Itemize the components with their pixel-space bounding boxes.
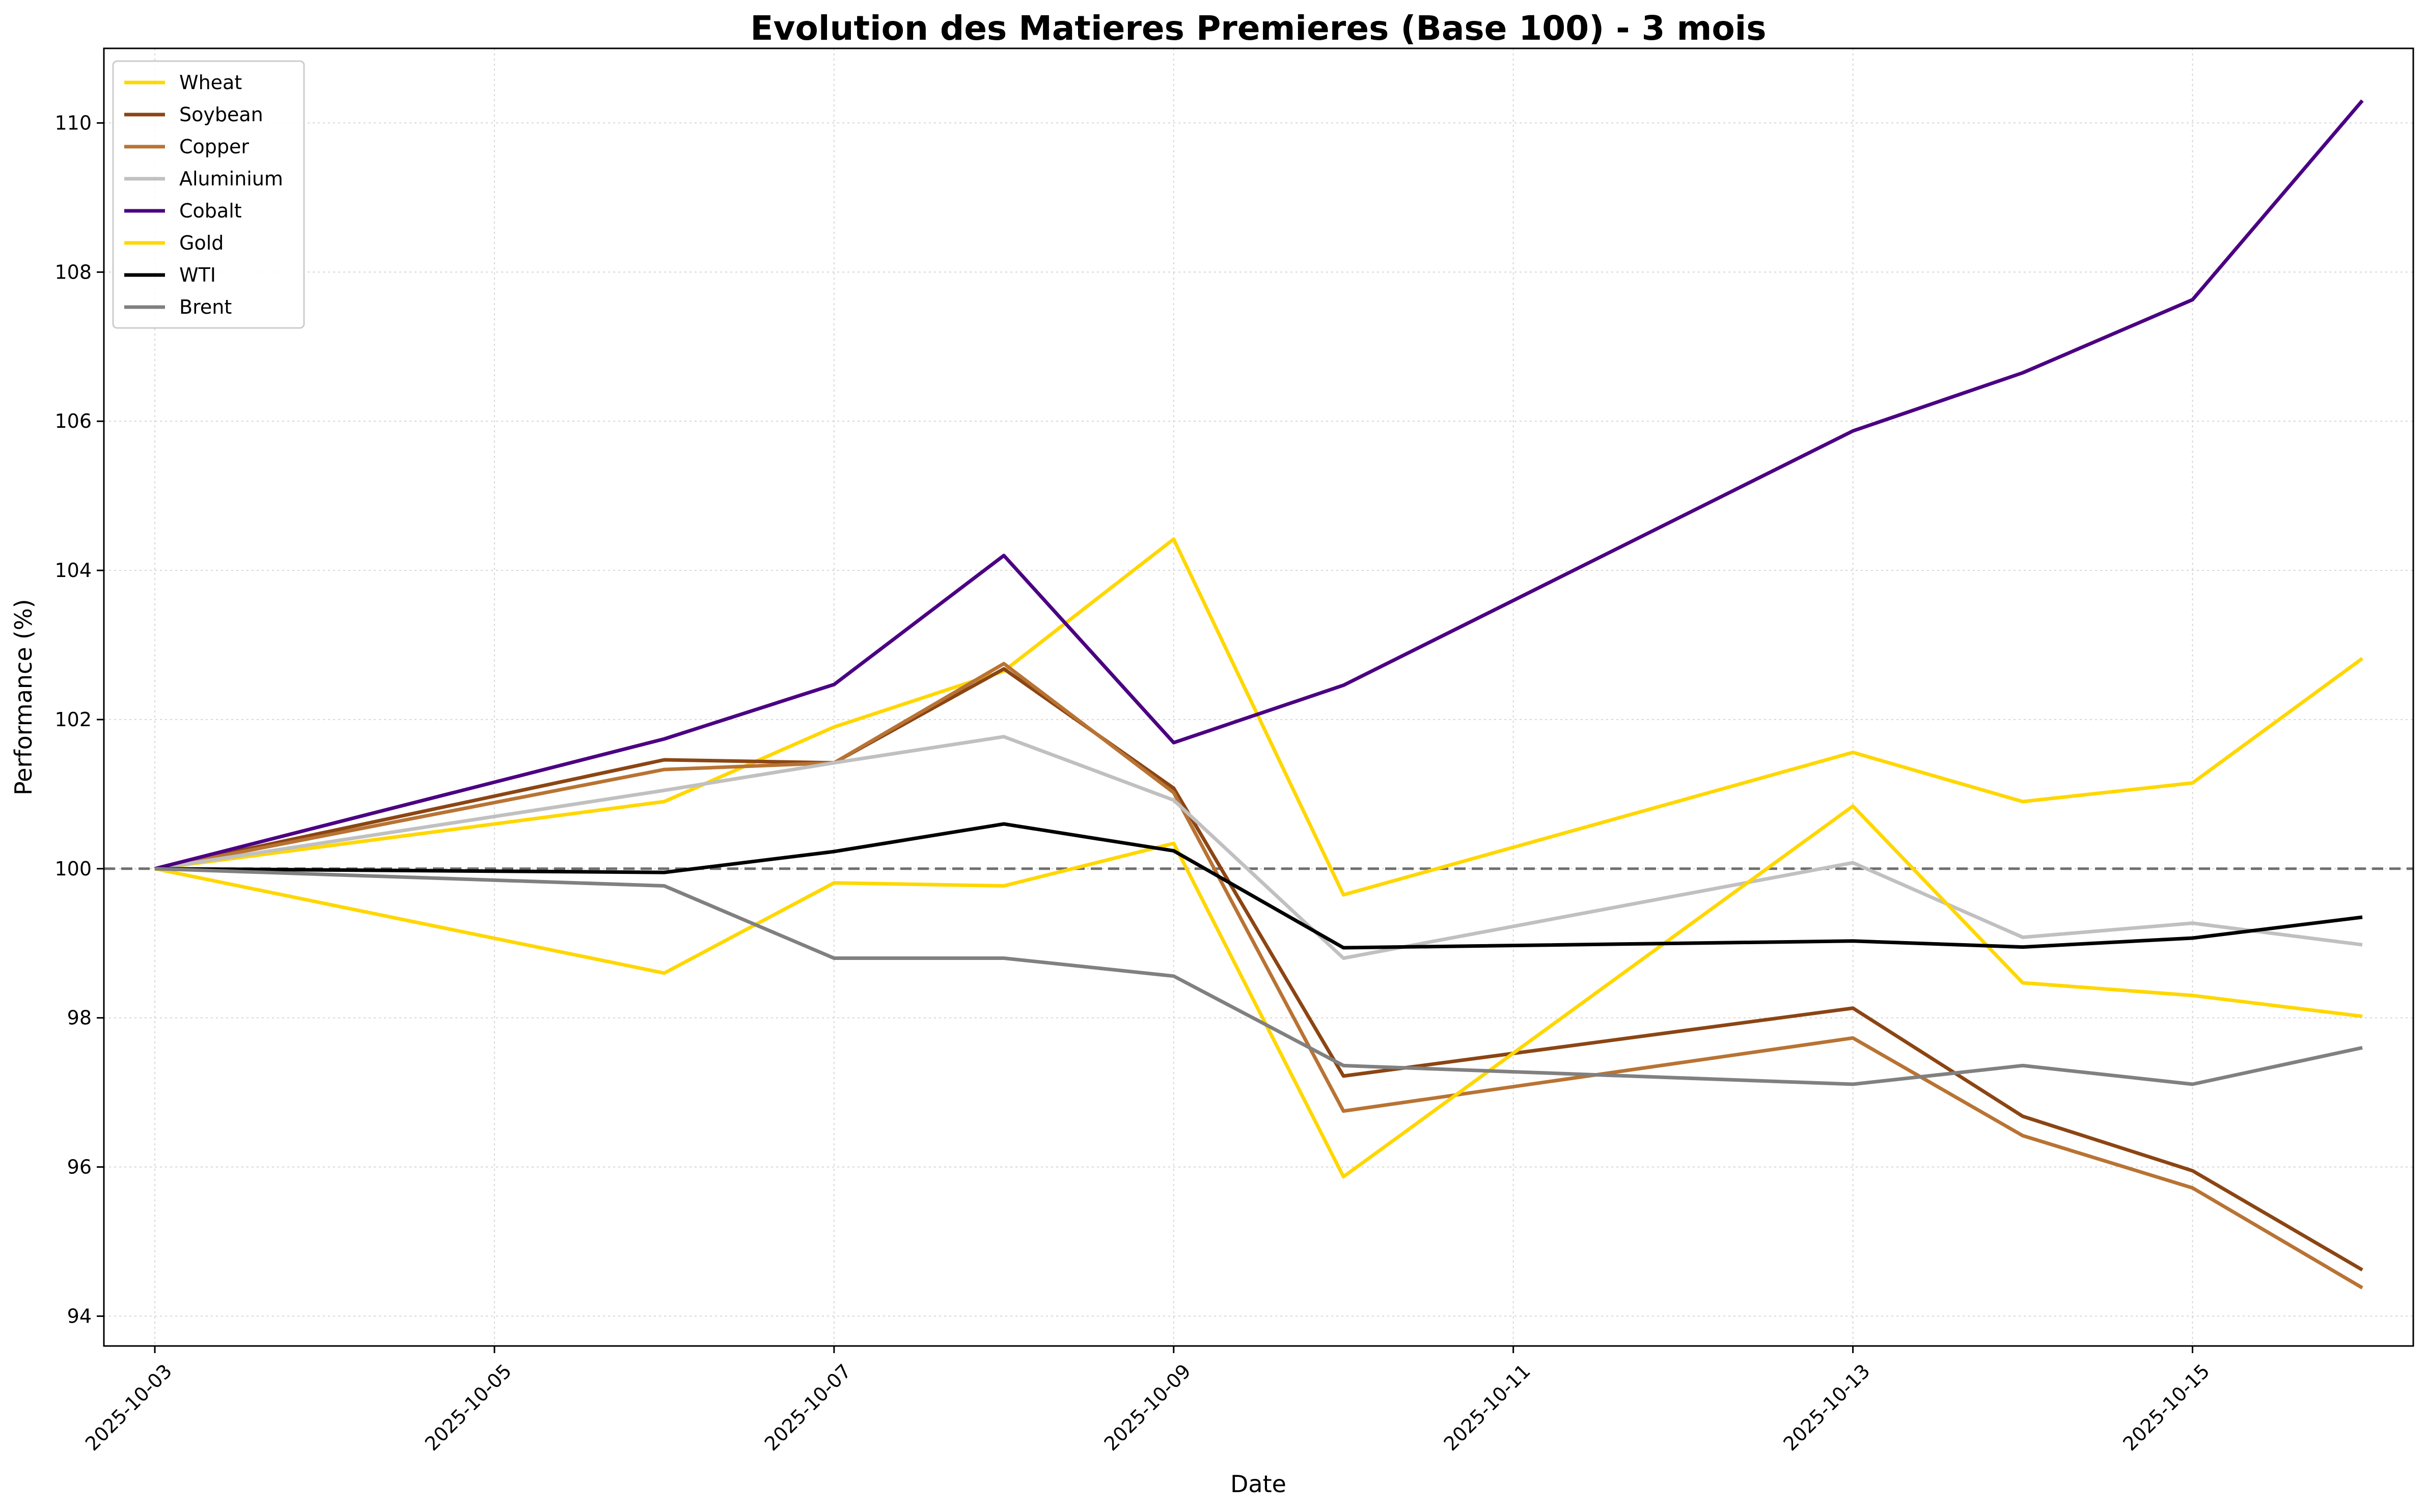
y-tick-label: 102 — [54, 708, 92, 731]
legend-label-soybean: Soybean — [179, 103, 263, 126]
y-tick-label: 98 — [67, 1007, 92, 1029]
series-line-wheat — [154, 537, 2364, 897]
x-axis-label: Date — [1230, 1470, 1286, 1498]
y-tick-label: 100 — [54, 858, 92, 880]
series-line-gold — [154, 804, 2363, 1179]
legend: Wheat Soybean Copper Aluminium Cobalt Gold WTI… — [112, 60, 305, 329]
y-tick-label: 110 — [54, 112, 92, 134]
grid — [104, 48, 2413, 1346]
y-axis-label: Performance (%) — [10, 599, 37, 795]
y-tick-label: 96 — [67, 1156, 92, 1178]
series-line-copper — [154, 662, 2363, 1289]
series-line-brent — [154, 867, 2363, 1086]
y-tick-label: 108 — [54, 261, 92, 283]
chart-title: Evolution des Matieres Premieres (Base 1… — [750, 9, 1766, 48]
series-line-soybean — [154, 667, 2363, 1272]
series-line-wti — [154, 822, 2363, 950]
legend-label-aluminium: Aluminium — [179, 168, 283, 190]
legend-label-copper: Copper — [179, 135, 249, 158]
legend-label-wheat: Wheat — [179, 71, 242, 94]
legend-box — [112, 60, 305, 329]
legend-label-wti: WTI — [179, 264, 216, 286]
y-tick-label: 106 — [54, 410, 92, 432]
legend-label-brent: Brent — [179, 296, 232, 318]
series-line-cobalt — [154, 99, 2364, 871]
y-tick-label: 94 — [67, 1305, 92, 1327]
series-line-aluminium — [154, 735, 2363, 960]
legend-label-cobalt: Cobalt — [179, 200, 242, 222]
plot-frame — [103, 47, 2414, 1347]
y-tick-label: 104 — [54, 559, 92, 582]
series-lines — [154, 99, 2364, 1289]
legend-label-gold: Gold — [179, 232, 224, 254]
